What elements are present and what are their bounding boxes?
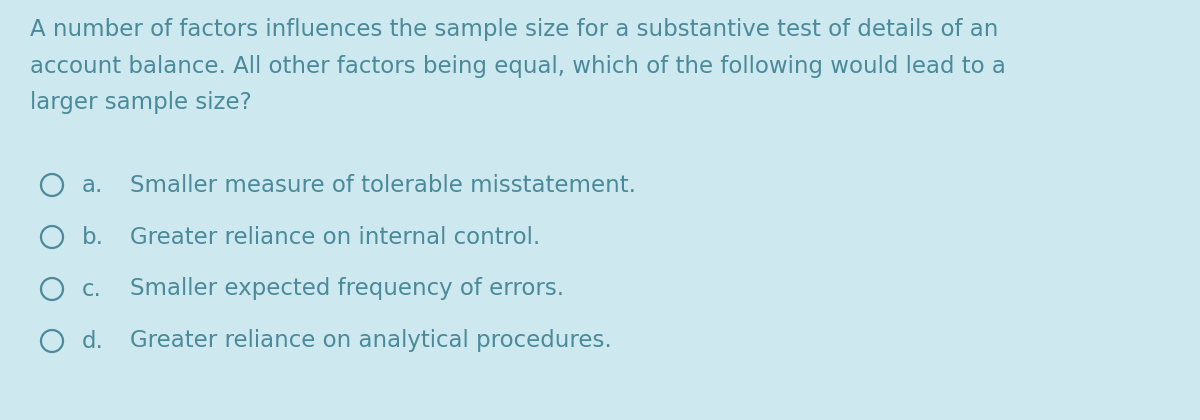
Text: Greater reliance on analytical procedures.: Greater reliance on analytical procedure… (130, 330, 612, 352)
Text: b.: b. (82, 226, 104, 249)
Text: Smaller measure of tolerable misstatement.: Smaller measure of tolerable misstatemen… (130, 173, 636, 197)
Text: Greater reliance on internal control.: Greater reliance on internal control. (130, 226, 540, 249)
Text: Smaller expected frequency of errors.: Smaller expected frequency of errors. (130, 278, 564, 300)
Text: d.: d. (82, 330, 104, 352)
Text: A number of factors influences the sample size for a substantive test of details: A number of factors influences the sampl… (30, 18, 1006, 114)
Text: a.: a. (82, 173, 103, 197)
Text: c.: c. (82, 278, 102, 300)
